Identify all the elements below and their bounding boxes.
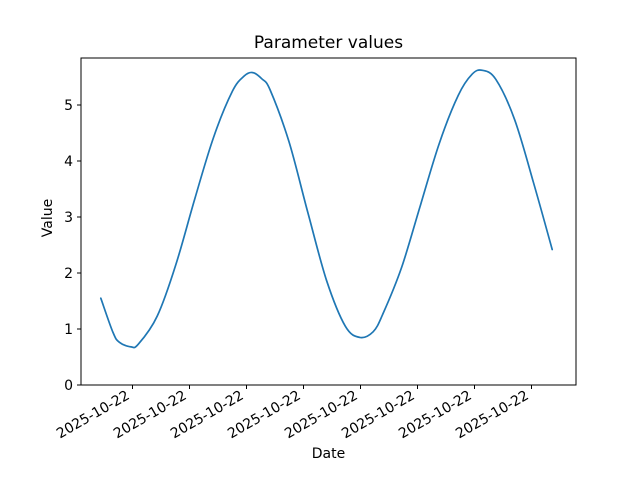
y-tick-label: 5: [64, 98, 73, 114]
data-line: [99, 69, 554, 349]
y-tick-label: 3: [64, 210, 73, 226]
y-tick-label: 0: [64, 378, 73, 394]
y-tick-label: 1: [64, 322, 73, 338]
y-tick-label: 2: [64, 266, 73, 282]
chart-title: Parameter values: [253, 33, 404, 53]
axes-border: [80, 57, 577, 386]
y-tick-label: 4: [64, 154, 73, 170]
x-axis-label: Date: [311, 446, 346, 462]
